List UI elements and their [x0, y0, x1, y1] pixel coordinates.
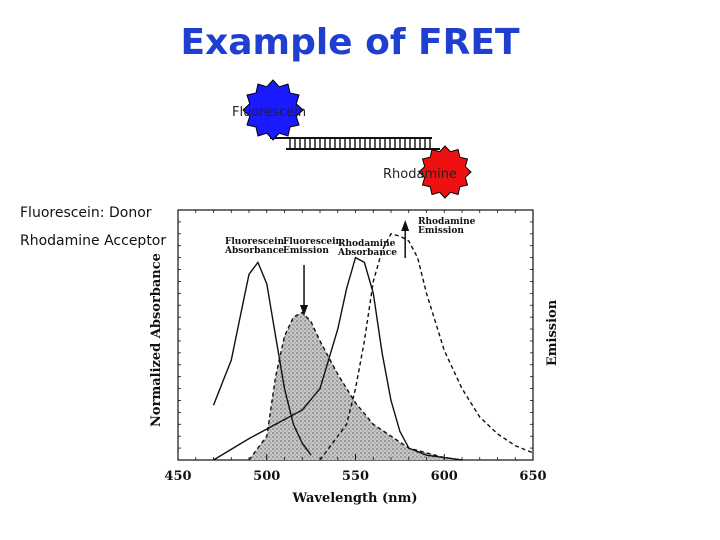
spectral-overlap-shading: [249, 312, 462, 460]
fluorescein-label: Fluorescein: [232, 105, 306, 120]
donor-caption: Fluorescein: Donor: [20, 205, 152, 221]
x-axis-label: Wavelength (nm): [292, 491, 418, 506]
fluorescein-star: [242, 79, 304, 141]
rhodamine-emission-up-arrow: [401, 220, 410, 258]
fluorescein-emission-curve: [248, 311, 463, 461]
rhodamine-emission-curve: [319, 232, 534, 461]
fluorescein-absorbance-curve: [212, 260, 312, 456]
rhodamine-emission-label: Rhodamine Emission: [418, 217, 476, 236]
x-tick-label: 600: [431, 469, 458, 484]
x-tick-label: 550: [342, 469, 369, 484]
acceptor-caption: Rhodamine Acceptor: [20, 233, 167, 249]
fluorescein-emission-down-arrow: [300, 265, 309, 316]
slide-title: Example of FRET: [180, 22, 520, 63]
x-tick-label: 500: [253, 469, 280, 484]
x-tick-label: 450: [164, 469, 191, 484]
y-axis-left-label: Normalized Absorbance: [149, 253, 164, 427]
rhodamine-absorbance-label: Rhodamine Absorbance: [337, 239, 397, 258]
rhodamine-star: [418, 145, 472, 199]
rhodamine-absorbance-curve: [213, 256, 463, 461]
y-axis-right-label: Emission: [545, 299, 560, 366]
fluorescein-emission-label: Fluorescein Emission: [283, 237, 343, 256]
dna-ladder: [270, 137, 440, 150]
plot-area: 450 500 550 600 650 Fluorescein AbsorbanceFlu…: [164, 209, 547, 484]
fluorescein-absorbance-label: Fluorescein Absorbance: [224, 237, 285, 256]
x-tick-label: 650: [519, 469, 546, 484]
rhodamine-label: Rhodamine: [383, 167, 457, 182]
